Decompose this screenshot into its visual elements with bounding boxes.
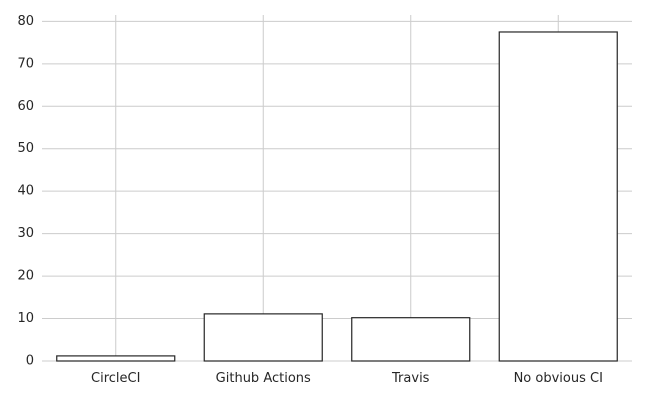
x-axis-ticks: CircleCI Github Actions Travis No obvious C… xyxy=(91,371,603,386)
bar-layer xyxy=(56,31,618,362)
y-tick-label: 20 xyxy=(17,269,34,284)
y-tick-label: 80 xyxy=(17,14,34,29)
y-tick-label: 0 xyxy=(26,354,34,369)
x-tick-label: CircleCI xyxy=(91,371,140,386)
y-axis-ticks: 0 10 20 30 40 50 60 70 80 xyxy=(17,14,34,369)
y-tick-label: 10 xyxy=(17,311,34,326)
y-tick-label: 50 xyxy=(17,141,34,156)
y-tick-label: 60 xyxy=(17,99,34,114)
bar-no-obvious-ci xyxy=(498,31,618,362)
bar-circleci xyxy=(56,355,176,362)
bar-travis xyxy=(351,317,471,362)
x-tick-label: No obvious CI xyxy=(514,371,603,386)
y-tick-label: 30 xyxy=(17,226,34,241)
x-tick-label: Travis xyxy=(391,371,430,386)
bar-github-actions xyxy=(203,313,323,362)
x-tick-label: Github Actions xyxy=(216,371,311,386)
y-tick-label: 70 xyxy=(17,56,34,71)
y-tick-label: 40 xyxy=(17,184,34,199)
